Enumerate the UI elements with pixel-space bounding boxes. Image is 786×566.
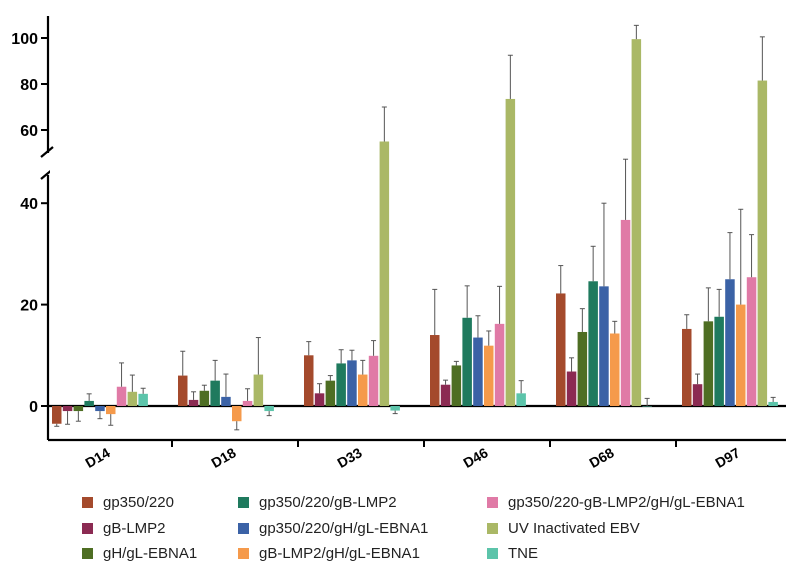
bar xyxy=(232,406,242,422)
bar xyxy=(210,380,220,406)
y-tick-label: 40 xyxy=(20,196,38,213)
bar xyxy=(505,98,516,406)
bar xyxy=(304,355,314,406)
bars xyxy=(52,39,778,424)
y-tick-label: 0 xyxy=(29,399,38,416)
bar xyxy=(440,384,451,406)
bar xyxy=(768,401,778,406)
y-tick-label: 60 xyxy=(20,123,38,140)
bar xyxy=(577,331,588,406)
bar xyxy=(682,328,692,406)
bar xyxy=(556,293,566,406)
bar xyxy=(757,80,768,407)
bar xyxy=(566,371,577,406)
bar xyxy=(336,363,346,406)
bar xyxy=(358,374,368,406)
bar xyxy=(484,345,494,406)
error-bars xyxy=(54,24,776,431)
bar xyxy=(588,281,598,406)
bar xyxy=(631,39,642,407)
bar xyxy=(430,335,440,406)
bar xyxy=(199,390,210,406)
bar xyxy=(242,400,253,406)
bar xyxy=(451,365,462,406)
bar xyxy=(188,399,199,406)
bar xyxy=(736,304,746,406)
axes xyxy=(40,16,786,442)
bar xyxy=(106,406,116,415)
bar xyxy=(516,393,526,406)
y-tick-label: 20 xyxy=(20,298,38,315)
bar xyxy=(221,396,231,406)
bar xyxy=(620,219,631,406)
bar xyxy=(325,380,336,406)
bar xyxy=(253,374,264,406)
bar xyxy=(379,141,390,406)
bar xyxy=(642,406,652,407)
bar xyxy=(390,406,400,411)
bar xyxy=(610,333,620,406)
axis-break-mark-upper xyxy=(40,146,54,158)
bar xyxy=(714,316,724,406)
bar xyxy=(73,406,84,412)
bar xyxy=(52,406,62,424)
bar xyxy=(178,375,188,406)
x-tick-label: D46 xyxy=(460,444,490,471)
bar xyxy=(116,386,127,406)
x-tick-label: D18 xyxy=(208,444,238,471)
x-tick-label: D97 xyxy=(712,444,742,471)
bar xyxy=(347,360,357,406)
bar xyxy=(473,337,483,406)
bar xyxy=(703,321,714,406)
axis-break-gap xyxy=(50,154,786,174)
bar xyxy=(692,384,703,406)
bar xyxy=(462,317,472,406)
bar xyxy=(264,406,274,412)
bar xyxy=(494,323,505,406)
bar xyxy=(127,391,138,406)
x-tick-label: D14 xyxy=(82,444,112,471)
bar xyxy=(95,406,105,412)
bar xyxy=(84,400,94,406)
bar xyxy=(368,355,379,406)
y-tick-label: 100 xyxy=(11,31,38,48)
y-tick-label: 80 xyxy=(20,77,38,94)
bar xyxy=(138,393,148,406)
bar xyxy=(725,279,735,406)
bar xyxy=(314,393,325,406)
x-tick-label: D68 xyxy=(586,444,616,471)
bar xyxy=(62,406,73,412)
bar xyxy=(599,286,609,406)
x-tick-label: D33 xyxy=(334,444,364,471)
bar xyxy=(746,277,757,406)
